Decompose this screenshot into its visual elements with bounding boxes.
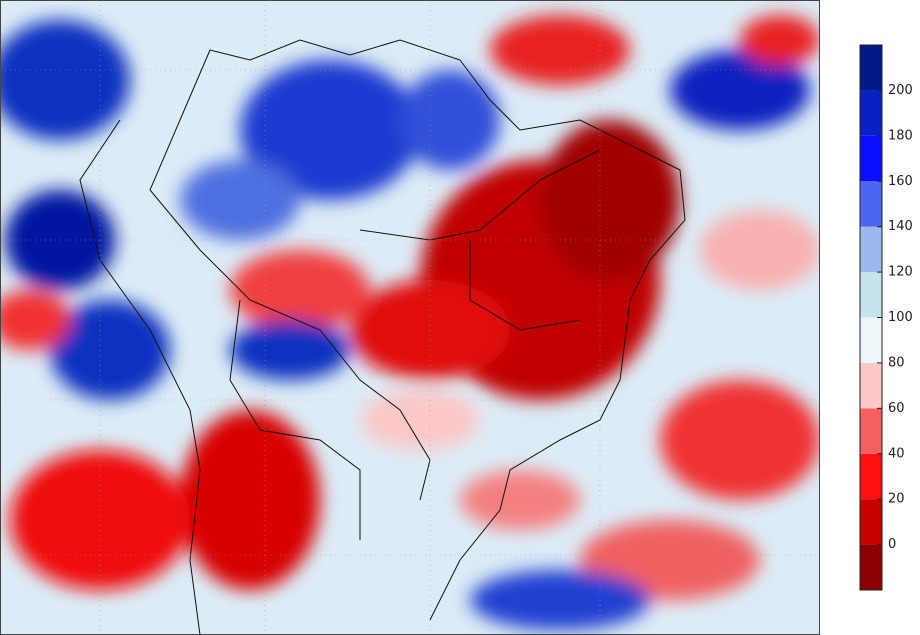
colorbar-tick-label: 140 <box>888 219 913 234</box>
colorbar-band <box>860 272 882 318</box>
colorbar-band <box>860 544 882 590</box>
colorbar-band <box>860 408 882 454</box>
colorbar-tick-label: 60 <box>888 401 905 416</box>
colorbar-band <box>860 317 882 363</box>
colorbar-tick-label: 180 <box>888 128 913 143</box>
colorbar-band <box>860 90 882 136</box>
colorbar-tick-label: 0 <box>888 537 896 552</box>
borders <box>79 39 686 635</box>
graticule <box>0 0 820 635</box>
colorbar-tick-label: 100 <box>888 310 913 325</box>
colorbar-tick-label: 40 <box>888 446 905 461</box>
colorbar: 0 20 40 60 80 100 120 140 160 180 200 <box>859 44 913 591</box>
colorbar-tick-label: 20 <box>888 492 905 507</box>
colorbar-band <box>860 362 882 409</box>
colorbar-band <box>860 499 882 545</box>
colorbar-tick-label: 200 <box>888 83 913 98</box>
colorbar-tick-label: 120 <box>888 265 913 280</box>
colorbar-band <box>860 181 882 227</box>
colorbar-band <box>860 135 882 182</box>
colorbar-tick-label: 160 <box>888 174 913 189</box>
colorbar-band <box>860 453 882 500</box>
colorbar-tick-label: 80 <box>888 355 905 370</box>
precipitation-map <box>0 0 820 635</box>
colorbar-band <box>860 226 882 273</box>
colorbar-band <box>860 45 882 91</box>
